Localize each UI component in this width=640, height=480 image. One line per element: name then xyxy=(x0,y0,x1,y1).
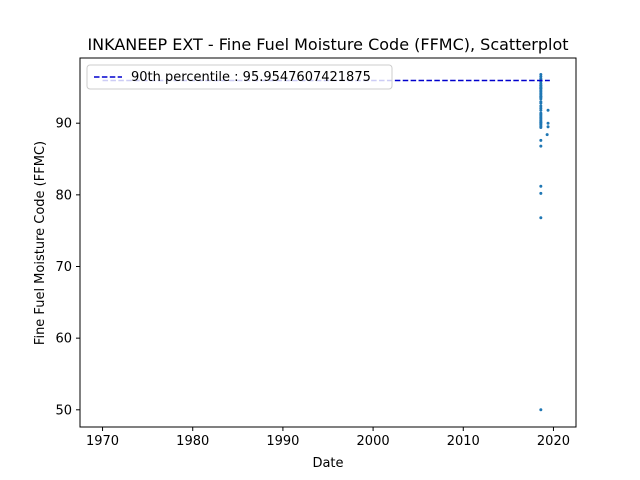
x-tick-label: 1980 xyxy=(176,434,209,449)
data-point xyxy=(539,191,543,195)
axes-frame xyxy=(79,57,577,428)
data-point xyxy=(539,144,543,148)
data-point xyxy=(546,108,550,112)
data-point xyxy=(539,184,543,188)
y-tick-label: 60 xyxy=(55,332,72,347)
data-point xyxy=(546,121,550,125)
data-point xyxy=(539,104,543,108)
axes-background xyxy=(80,58,576,427)
y-axis-ticks: 50 60 70 80 90 xyxy=(55,117,80,418)
plot-area xyxy=(80,58,576,427)
data-point xyxy=(545,133,549,137)
data-point xyxy=(539,113,543,117)
data-point xyxy=(546,125,550,129)
x-axis-label: Date xyxy=(312,456,343,471)
x-tick-label: 2020 xyxy=(537,434,570,449)
y-tick-label: 90 xyxy=(55,117,72,132)
data-points xyxy=(539,72,550,412)
data-point xyxy=(539,408,543,412)
y-tick-label: 70 xyxy=(55,260,72,275)
data-point xyxy=(539,126,543,130)
x-tick-label: 2000 xyxy=(357,434,390,449)
legend-entry-percentile: 90th percentile : 95.9547607421875 xyxy=(131,70,371,85)
x-tick-label: 1970 xyxy=(86,434,119,449)
data-point xyxy=(539,106,543,110)
data-point xyxy=(539,86,543,90)
data-point xyxy=(539,216,543,220)
y-axis-label: Fine Fuel Moisture Code (FFMC) xyxy=(33,141,48,345)
chart-title: INKANEEP EXT - Fine Fuel Moisture Code (… xyxy=(87,35,568,54)
legend-frame xyxy=(86,64,393,90)
y-tick-label: 80 xyxy=(55,188,72,203)
data-point xyxy=(539,101,543,105)
x-axis-ticks: 1970 1980 1990 2000 2010 2020 xyxy=(86,427,570,449)
x-tick-label: 1990 xyxy=(266,434,299,449)
legend: 90th percentile : 95.9547607421875 xyxy=(86,64,393,90)
data-point xyxy=(539,97,543,101)
data-point xyxy=(539,95,543,99)
data-point xyxy=(539,138,543,142)
data-point xyxy=(539,108,543,112)
x-tick-label: 2010 xyxy=(447,434,480,449)
y-tick-label: 50 xyxy=(55,403,72,418)
data-point xyxy=(539,83,543,87)
data-point xyxy=(539,72,543,76)
data-point xyxy=(539,75,543,79)
data-point xyxy=(539,120,543,124)
